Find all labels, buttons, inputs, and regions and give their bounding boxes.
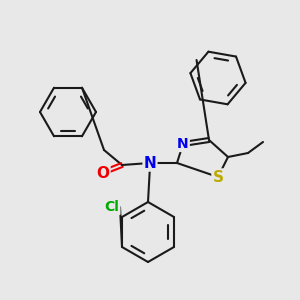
Text: Cl: Cl — [105, 200, 119, 214]
Text: N: N — [144, 155, 156, 170]
Text: N: N — [177, 137, 189, 151]
Text: O: O — [97, 167, 110, 182]
Text: S: S — [212, 169, 224, 184]
